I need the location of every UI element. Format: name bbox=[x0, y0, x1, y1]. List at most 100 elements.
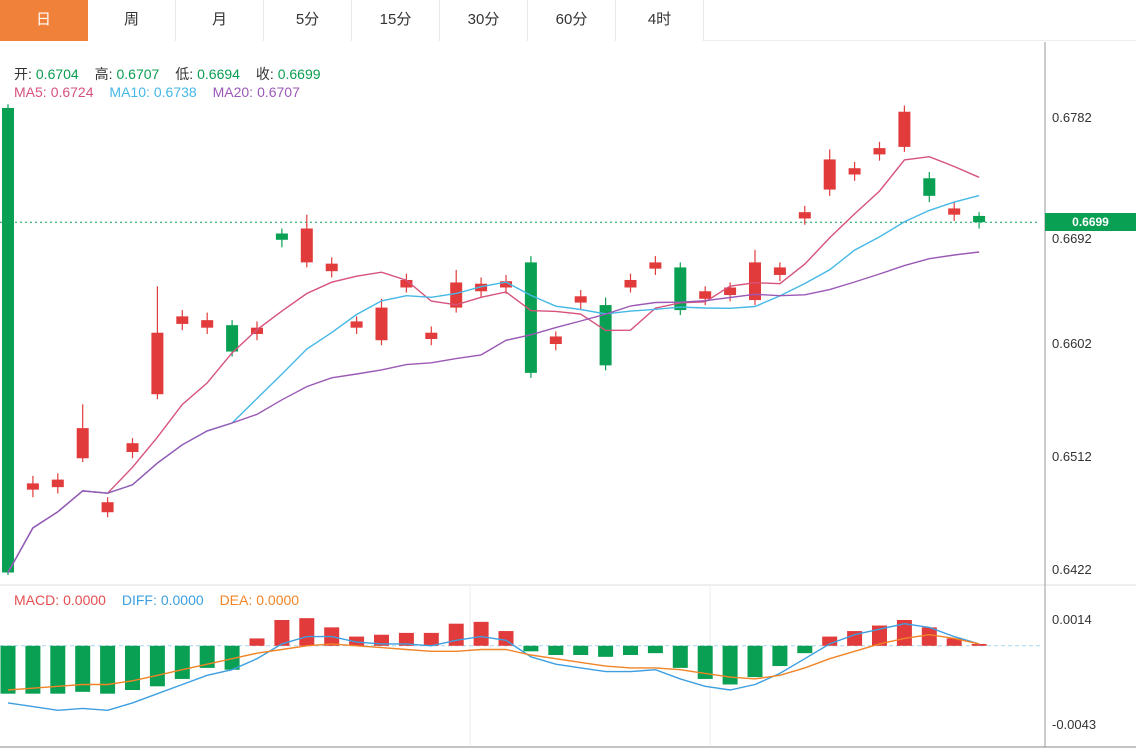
candle-body bbox=[798, 212, 811, 219]
candle-body bbox=[450, 282, 463, 308]
macd-bar bbox=[50, 645, 66, 694]
candle-body bbox=[101, 502, 114, 513]
candle bbox=[674, 262, 687, 316]
candle bbox=[798, 205, 811, 225]
macd-bar bbox=[672, 645, 688, 668]
candle bbox=[300, 214, 313, 268]
tab-day[interactable]: 日 bbox=[0, 0, 88, 41]
candle bbox=[773, 262, 786, 282]
candle-body bbox=[26, 483, 39, 490]
macd-bar bbox=[548, 645, 564, 655]
macd-bar bbox=[448, 623, 464, 646]
candle bbox=[51, 473, 64, 494]
candle bbox=[649, 256, 662, 275]
candle bbox=[624, 273, 637, 293]
high-label: 高: bbox=[94, 66, 113, 82]
candle-body bbox=[599, 305, 612, 366]
macd-bar bbox=[374, 634, 389, 646]
macd-bar bbox=[772, 645, 788, 667]
candle bbox=[574, 290, 587, 309]
macd-bar bbox=[423, 632, 439, 646]
candle bbox=[450, 269, 463, 313]
close-value: 0.6699 bbox=[277, 66, 321, 82]
candle-body bbox=[425, 332, 438, 339]
candle-body bbox=[549, 336, 562, 344]
dea-value: 0.0000 bbox=[256, 592, 300, 608]
macd-legend: MACD: 0.0000 DIFF: 0.0000 DEA: 0.0000 bbox=[14, 592, 311, 608]
tab-month[interactable]: 月 bbox=[176, 0, 264, 41]
low-value: 0.6694 bbox=[197, 66, 240, 82]
tab-15min[interactable]: 15分 bbox=[352, 0, 440, 41]
candle-body bbox=[226, 325, 239, 352]
candle bbox=[176, 310, 189, 331]
ma20-line bbox=[7, 251, 980, 573]
tab-60min[interactable]: 60分 bbox=[528, 0, 616, 41]
candle-body bbox=[500, 281, 512, 288]
candle bbox=[873, 141, 886, 161]
candle-body bbox=[749, 262, 761, 301]
macd-bar bbox=[573, 645, 589, 655]
macd-bar bbox=[224, 645, 240, 670]
candle-body bbox=[574, 296, 587, 303]
candle bbox=[749, 249, 761, 306]
macd-bar bbox=[174, 645, 190, 679]
candle-body bbox=[898, 111, 911, 147]
candle-body bbox=[524, 262, 537, 373]
close-label: 收: bbox=[255, 66, 274, 82]
tab-4hour[interactable]: 4时 bbox=[616, 0, 704, 41]
low-item: 低: 0.6694 bbox=[175, 66, 240, 82]
candle-body bbox=[948, 208, 961, 215]
axis-tick-label: 0.6782 bbox=[1052, 110, 1092, 125]
candle bbox=[151, 286, 164, 400]
macd-bar bbox=[100, 645, 116, 694]
axis-tick-label: 0.6512 bbox=[1052, 449, 1092, 464]
macd-bar bbox=[523, 645, 539, 652]
macd-bar bbox=[697, 645, 713, 679]
ma20-legend: MA20: 0.6707 bbox=[213, 84, 300, 100]
last-price-badge: 0.6699 bbox=[1045, 213, 1136, 232]
macd-bar bbox=[971, 643, 987, 646]
axis-tick-label: 0.6422 bbox=[1052, 562, 1092, 577]
high-item: 高: 0.6707 bbox=[95, 66, 160, 82]
tab-week[interactable]: 周 bbox=[88, 0, 176, 41]
candle-body bbox=[724, 287, 737, 296]
axis-tick-label: 0.6692 bbox=[1052, 231, 1092, 247]
candle bbox=[898, 105, 911, 152]
candle bbox=[126, 438, 139, 459]
candle bbox=[76, 404, 89, 463]
macd-bar bbox=[398, 632, 414, 646]
ma5-value: 0.6724 bbox=[50, 84, 94, 100]
candle bbox=[26, 475, 39, 498]
axis-tick-label: -0.0043 bbox=[1052, 717, 1097, 732]
macd-bar bbox=[473, 621, 489, 646]
macd-bar bbox=[647, 645, 663, 654]
macd-bar bbox=[847, 631, 863, 646]
dea-label: DEA: bbox=[219, 592, 253, 608]
candle bbox=[251, 321, 263, 341]
ma10-value: 0.6738 bbox=[153, 84, 197, 100]
candle-body bbox=[300, 228, 313, 263]
candle-body bbox=[350, 321, 363, 328]
candle-body bbox=[251, 327, 263, 334]
diff-label: DIFF: bbox=[121, 592, 157, 608]
candle-body bbox=[624, 279, 637, 288]
candle bbox=[500, 274, 512, 294]
diff-line bbox=[7, 622, 980, 712]
candle bbox=[425, 326, 438, 346]
candle bbox=[823, 149, 836, 196]
macd-bar bbox=[946, 638, 962, 646]
open-item: 开: 0.6704 bbox=[14, 66, 79, 82]
macd-bar bbox=[299, 618, 315, 646]
candle-body bbox=[2, 107, 14, 573]
candle-body bbox=[51, 479, 64, 488]
macd-bar bbox=[199, 645, 215, 668]
candle bbox=[524, 256, 537, 378]
macd-bar bbox=[822, 636, 838, 646]
tab-5min[interactable]: 5分 bbox=[264, 0, 352, 41]
macd-bar bbox=[75, 645, 91, 692]
tab-30min[interactable]: 30分 bbox=[440, 0, 528, 41]
candle-body bbox=[674, 267, 687, 311]
ma5-line bbox=[7, 155, 980, 573]
